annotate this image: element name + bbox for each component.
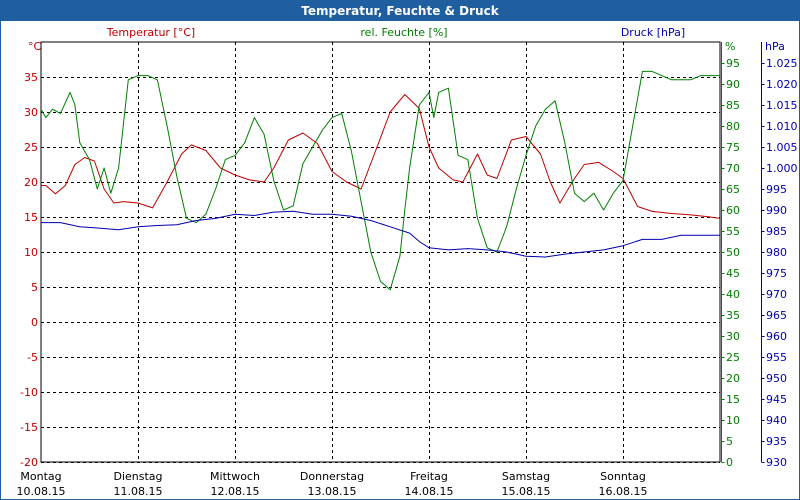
humidity-tick-label: 85: [726, 99, 740, 112]
pressure-tick-label: 975: [766, 267, 787, 280]
series-lines: [40, 70, 721, 291]
temperature-tick-label: 10: [24, 246, 38, 259]
temperature-tick-label: -5: [27, 351, 38, 364]
humidity-tick-label: 25: [726, 351, 740, 364]
humidity-tick-label: 45: [726, 267, 740, 280]
humidity-unit: %: [725, 40, 735, 53]
pressure-tick-label: 995: [766, 183, 787, 196]
temperature-tick-label: 15: [24, 211, 38, 224]
day-date-label: 16.08.15: [599, 485, 648, 498]
pressure-tick-label: 940: [766, 414, 787, 427]
pressure-tick-label: 1.005: [766, 141, 798, 154]
day-date-label: 14.08.15: [405, 485, 454, 498]
pressure-tick-label: 970: [766, 288, 787, 301]
humidity-series-line: [40, 70, 720, 291]
pressure-tick-label: 945: [766, 393, 787, 406]
temperature-tick-label: -20: [20, 456, 38, 469]
temperature-tick-label: 0: [31, 316, 38, 329]
pressure-tick-label: 960: [766, 330, 787, 343]
temperature-tick-label: 35: [24, 71, 38, 84]
temperature-unit: °C: [28, 40, 42, 53]
humidity-tick-label: 15: [726, 393, 740, 406]
temperature-tick-label: 30: [24, 106, 38, 119]
pressure-tick-label: 1.000: [766, 162, 798, 175]
pressure-series-line: [41, 210, 720, 258]
humidity-tick-label: 10: [726, 414, 740, 427]
pressure-tick-label: 950: [766, 372, 787, 385]
humidity-tick-label: 20: [726, 372, 740, 385]
day-weekday-label: Sonntag: [600, 470, 646, 483]
pressure-tick-label: 985: [766, 225, 787, 238]
day-weekday-label: Montag: [20, 470, 61, 483]
temperature-tick-label: 25: [24, 141, 38, 154]
temperature-tick-label: 5: [31, 281, 38, 294]
humidity-tick-label: 55: [726, 225, 740, 238]
chart-title: Temperatur, Feuchte & Druck: [1, 1, 799, 21]
pressure-tick-label: 1.015: [766, 99, 798, 112]
humidity-tick-label: 0: [726, 456, 733, 469]
humidity-axis-label: rel. Feuchte [%]: [360, 26, 447, 39]
humidity-tick-label: 80: [726, 120, 740, 133]
day-date-label: 15.08.15: [502, 485, 551, 498]
pressure-axis-label: Druck [hPa]: [621, 26, 685, 39]
humidity-tick-label: 60: [726, 204, 740, 217]
humidity-tick-label: 30: [726, 330, 740, 343]
pressure-tick-label: 965: [766, 309, 787, 322]
day-date-label: 13.08.15: [308, 485, 357, 498]
temperature-axis-label: Temperatur [°C]: [106, 26, 195, 39]
pressure-tick-label: 1.020: [766, 78, 798, 91]
pressure-tick-label: 955: [766, 351, 787, 364]
humidity-tick-label: 5: [726, 435, 733, 448]
day-date-label: 11.08.15: [114, 485, 163, 498]
temperature-series-line: [41, 94, 721, 219]
pressure-tick-label: 980: [766, 246, 787, 259]
temperature-tick-label: -10: [20, 386, 38, 399]
day-weekday-label: Samstag: [502, 470, 550, 483]
axes: 35302520151050-5-10-15-20959085807570656…: [17, 42, 798, 498]
temperature-tick-label: 20: [24, 176, 38, 189]
pressure-tick-label: 935: [766, 435, 787, 448]
day-date-label: 12.08.15: [211, 485, 260, 498]
humidity-tick-label: 70: [726, 162, 740, 175]
pressure-tick-label: 1.010: [766, 120, 798, 133]
pressure-unit: hPa: [765, 40, 785, 53]
day-weekday-label: Dienstag: [113, 470, 162, 483]
temperature-tick-label: -15: [20, 421, 38, 434]
pressure-tick-label: 930: [766, 456, 787, 469]
humidity-tick-label: 95: [726, 57, 740, 70]
day-date-label: 10.08.15: [17, 485, 66, 498]
humidity-tick-label: 35: [726, 309, 740, 322]
day-weekday-label: Mittwoch: [210, 470, 260, 483]
humidity-tick-label: 50: [726, 246, 740, 259]
humidity-tick-label: 75: [726, 141, 740, 154]
pressure-tick-label: 1.025: [766, 57, 798, 70]
day-weekday-label: Donnerstag: [300, 470, 364, 483]
humidity-tick-label: 65: [726, 183, 740, 196]
humidity-tick-label: 40: [726, 288, 740, 301]
pressure-tick-label: 990: [766, 204, 787, 217]
day-weekday-label: Freitag: [410, 470, 448, 483]
grid: [40, 41, 721, 463]
humidity-tick-label: 90: [726, 78, 740, 91]
